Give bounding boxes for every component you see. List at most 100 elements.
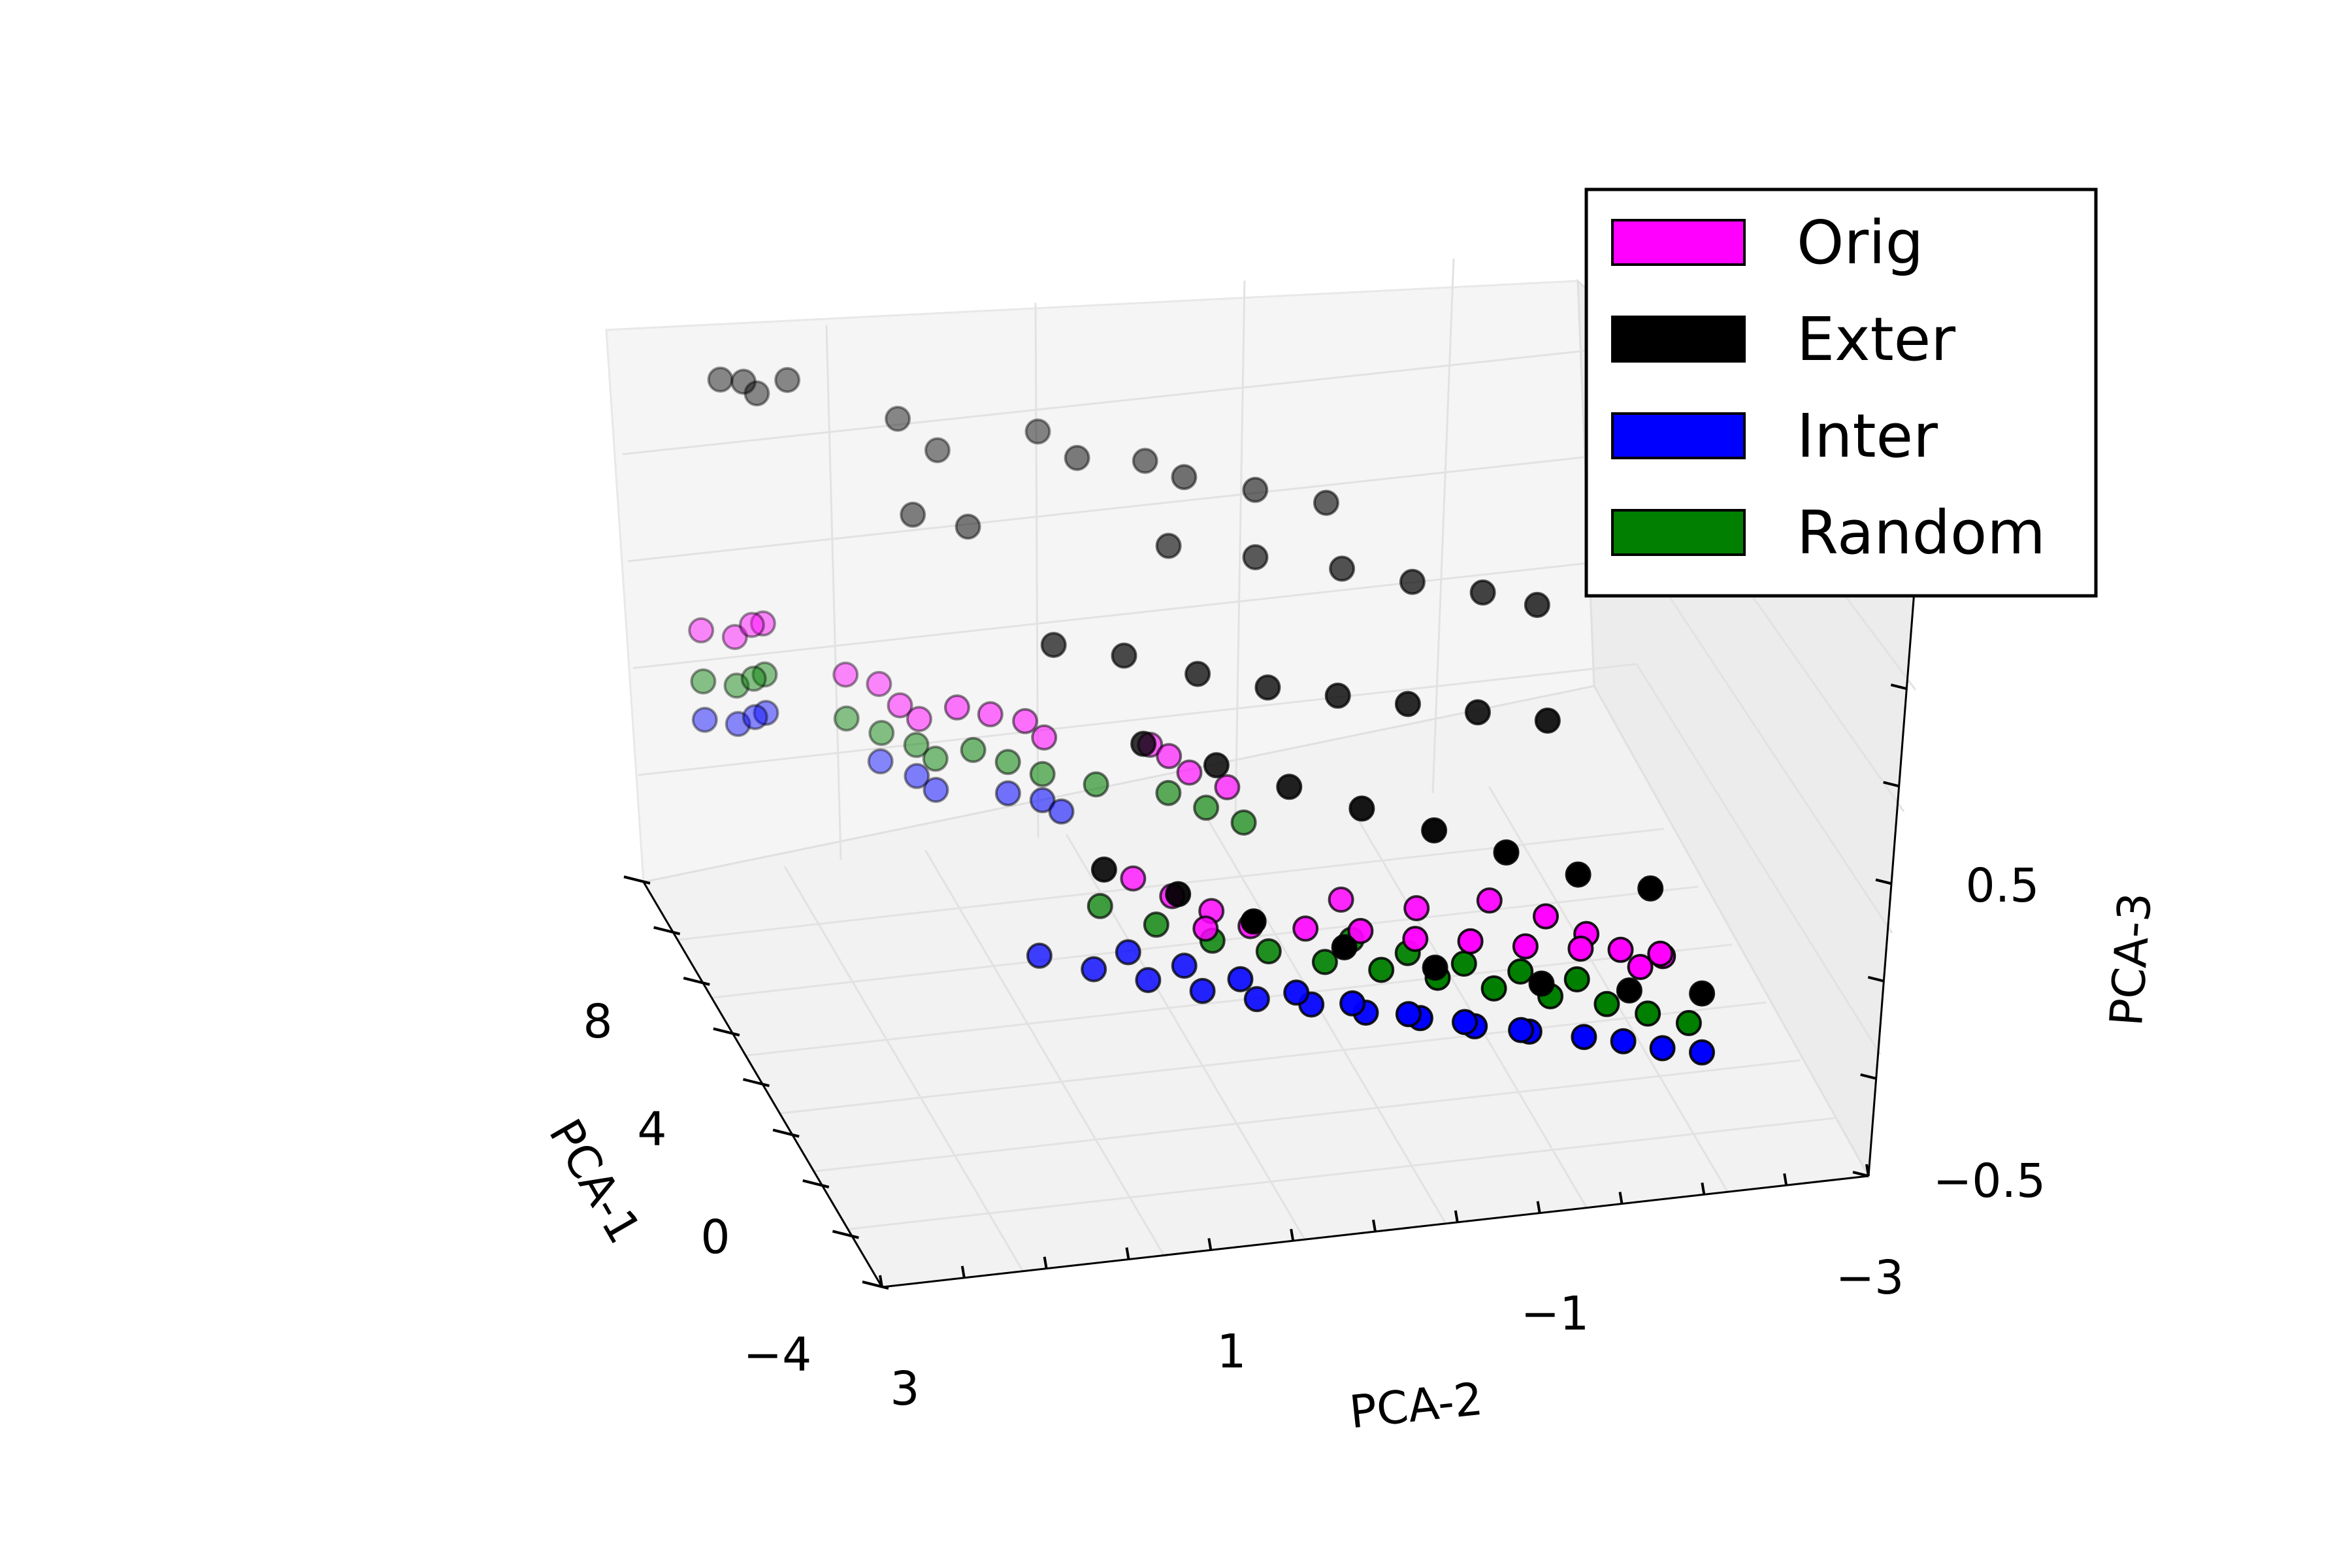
gridlines: [622, 258, 1917, 1272]
axis-tick: [1865, 1164, 1870, 1177]
axis-tick: [1207, 1238, 1213, 1250]
data-point-random: [1635, 1000, 1661, 1027]
data-point-exter: [1040, 632, 1067, 659]
floor-gridline: [813, 1059, 1801, 1173]
y-tick-label: −1: [1521, 1286, 1590, 1341]
data-point-exter: [1565, 861, 1592, 888]
data-point-exter: [1528, 970, 1555, 997]
data-point-inter: [1029, 787, 1056, 813]
data-point-inter: [867, 748, 894, 775]
data-point-exter: [1324, 682, 1351, 709]
data-point-exter: [1616, 977, 1642, 1004]
data-point-exter: [955, 514, 981, 540]
right-pane-gridline: [1642, 556, 1893, 934]
data-point-inter: [742, 704, 768, 730]
z-tick-label: −0.5: [1933, 1154, 2046, 1208]
axis-tick: [653, 926, 681, 936]
data-point-exter: [1242, 476, 1269, 503]
pca-2-tick-labels: 3 1 −1 −3: [890, 1250, 1904, 1416]
pca-1-tick-labels: 8 4 0 −4: [583, 994, 811, 1382]
data-point-exter: [1421, 817, 1448, 843]
axis-tick: [1890, 683, 1907, 691]
data-point-exter: [1493, 839, 1520, 866]
x-tick-label: 0: [700, 1210, 730, 1264]
data-point-random: [1480, 975, 1507, 1002]
data-point-exter: [1329, 555, 1356, 582]
data-point-inter: [923, 777, 949, 803]
data-point-inter: [1283, 979, 1310, 1006]
data-point-exter: [1171, 464, 1198, 491]
pca-2-axis-label: PCA-2: [1347, 1373, 1486, 1439]
data-point-inter: [1339, 990, 1366, 1017]
data-point-orig: [943, 694, 970, 721]
data-point-orig: [1192, 915, 1219, 942]
data-point-exter: [774, 367, 801, 393]
data-point-orig: [866, 670, 892, 697]
data-point-inter: [1171, 953, 1198, 979]
data-point-orig: [688, 617, 715, 644]
data-point-exter: [1399, 568, 1426, 595]
data-point-inter: [1243, 986, 1270, 1013]
scatter-points: [688, 367, 1716, 1066]
floor-gridline: [924, 849, 1165, 1256]
data-point-random: [1083, 771, 1109, 798]
data-point-random: [868, 719, 895, 746]
data-point-random: [1507, 958, 1534, 985]
data-point-exter: [1422, 955, 1448, 981]
data-point-exter: [1637, 875, 1664, 902]
y-tick-label: −3: [1836, 1250, 1904, 1305]
data-point-exter: [1276, 774, 1303, 800]
data-point-inter: [1508, 1017, 1535, 1043]
axis-tick: [1125, 1247, 1130, 1260]
data-point-orig: [1120, 865, 1147, 892]
axis-tick: [802, 1179, 830, 1188]
data-point-random: [1593, 990, 1620, 1017]
data-point-inter: [1026, 942, 1053, 969]
axis-ticks: [623, 586, 1915, 1290]
data-point-inter: [1189, 977, 1216, 1004]
data-point-random: [960, 736, 987, 763]
data-point-exter: [1132, 448, 1158, 474]
data-point-orig: [721, 624, 748, 650]
axis-tick: [1867, 975, 1884, 983]
axis-tick: [1701, 1183, 1706, 1195]
data-point-random: [994, 749, 1021, 776]
pca-1-axis-label: PCA-1: [538, 1111, 650, 1252]
data-point-exter: [743, 380, 770, 407]
x-tick-label: 8: [583, 994, 612, 1049]
data-point-exter: [1348, 795, 1375, 822]
legend-swatch-exter: [1611, 316, 1746, 363]
floor-gridline: [783, 865, 1024, 1272]
legend-entry-orig: Orig: [1611, 208, 1923, 278]
data-point-inter: [1135, 967, 1162, 994]
data-point-orig: [1328, 887, 1354, 913]
axis-tick: [960, 1266, 966, 1279]
legend-label-exter: Exter: [1797, 304, 1955, 374]
legend-entry-exter: Exter: [1611, 304, 1955, 374]
data-point-orig: [738, 612, 765, 638]
data-point-random: [1086, 892, 1113, 919]
data-point-exter: [1242, 544, 1269, 570]
data-point-exter: [1165, 881, 1192, 907]
data-point-random: [1311, 949, 1338, 975]
floor-gridline: [779, 1001, 1767, 1115]
data-point-orig: [1012, 708, 1039, 734]
data-point-random: [740, 665, 767, 692]
axis-tick: [1875, 878, 1892, 885]
data-point-inter: [1115, 939, 1141, 966]
data-point-orig: [1533, 903, 1559, 930]
data-point-orig: [1176, 759, 1203, 786]
data-point-exter: [1064, 444, 1090, 471]
data-point-orig: [887, 692, 913, 719]
axis-tick: [623, 875, 651, 885]
data-point-orig: [1627, 954, 1654, 981]
pca-3-axis-label: PCA-3: [2100, 891, 2162, 1028]
data-point-random: [723, 672, 750, 699]
data-point-orig: [1402, 926, 1429, 953]
data-point-random: [1368, 956, 1395, 983]
x-tick-label: −4: [743, 1328, 812, 1382]
data-point-exter: [730, 368, 757, 395]
data-point-exter: [1184, 661, 1211, 687]
data-point-inter: [994, 780, 1021, 807]
data-point-exter: [1313, 489, 1339, 516]
